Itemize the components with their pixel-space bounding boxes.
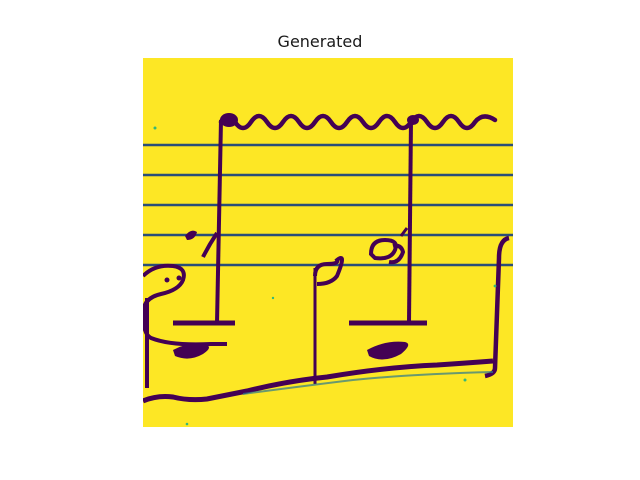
noise-specks (153, 126, 497, 426)
bottom-beam-fade (242, 371, 494, 395)
note-head (367, 341, 409, 360)
trill-start-blob (220, 113, 238, 127)
curl-mark (313, 256, 344, 286)
figure-title: Generated (277, 32, 363, 51)
note-head (173, 343, 209, 359)
sheet-music-fragment (143, 113, 513, 426)
speck (185, 422, 189, 426)
small-tick (399, 227, 409, 237)
note-flag (201, 231, 219, 258)
bottom-beam (143, 358, 494, 404)
right-bar-line (484, 235, 510, 379)
clef-dot (164, 277, 170, 283)
staff-lines (143, 143, 513, 267)
trill-wave (218, 113, 498, 131)
trill-mid-blob (407, 115, 419, 125)
generated-image (143, 58, 513, 427)
clef-dot (176, 275, 182, 281)
speck (271, 296, 275, 300)
curl-mark (368, 237, 406, 265)
speck (463, 378, 467, 382)
note-head-small (185, 230, 197, 240)
speck (493, 284, 497, 288)
note-stem (407, 119, 413, 324)
speck (153, 126, 157, 130)
note-stem (215, 119, 223, 324)
left-clef-shape (143, 263, 227, 347)
